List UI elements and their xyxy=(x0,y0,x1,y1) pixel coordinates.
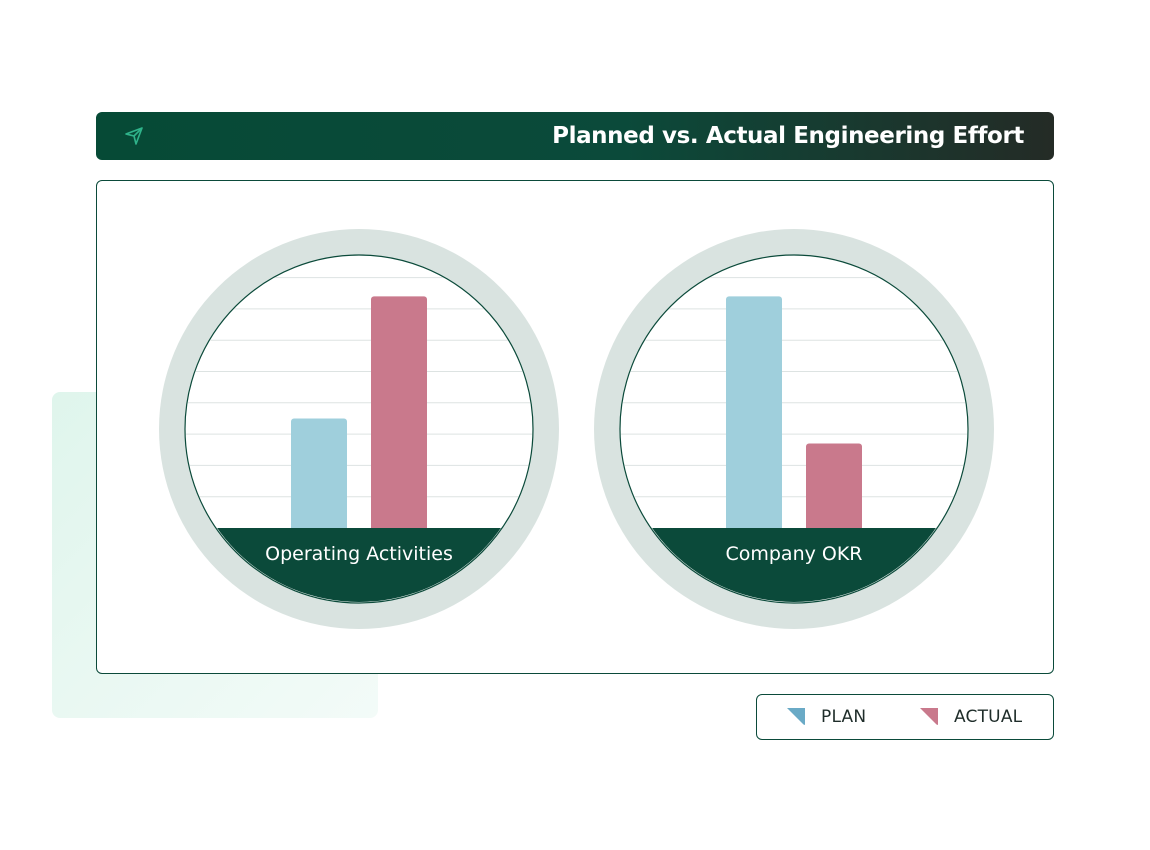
bar-actual xyxy=(806,443,862,532)
legend: PLAN ACTUAL xyxy=(756,694,1054,740)
category-label: Operating Activities xyxy=(265,543,453,565)
chart-plot-area xyxy=(619,254,969,604)
chart-1: Operating Activities xyxy=(159,229,559,629)
bar-plan xyxy=(726,296,782,532)
bar-actual xyxy=(371,296,427,532)
legend-swatch-plan xyxy=(787,708,805,725)
legend-swatch-actual xyxy=(920,708,938,725)
chart-title: Planned vs. Actual Engineering Effort xyxy=(552,123,1024,149)
chart-plot-area xyxy=(184,254,534,604)
legend-item-actual: ACTUAL xyxy=(920,695,1022,739)
legend-label-plan: PLAN xyxy=(821,707,867,727)
charts-canvas: Operating Activities Company OKR xyxy=(159,229,994,629)
chart-2: Company OKR xyxy=(594,229,994,629)
paper-plane-icon xyxy=(124,125,146,147)
bar-plan xyxy=(291,418,347,532)
header-bar: Planned vs. Actual Engineering Effort xyxy=(96,112,1054,160)
legend-item-plan: PLAN xyxy=(787,695,866,739)
chart-panel: Operating Activities Company OKR xyxy=(96,180,1054,674)
legend-label-actual: ACTUAL xyxy=(954,707,1023,727)
category-label: Company OKR xyxy=(725,543,862,565)
